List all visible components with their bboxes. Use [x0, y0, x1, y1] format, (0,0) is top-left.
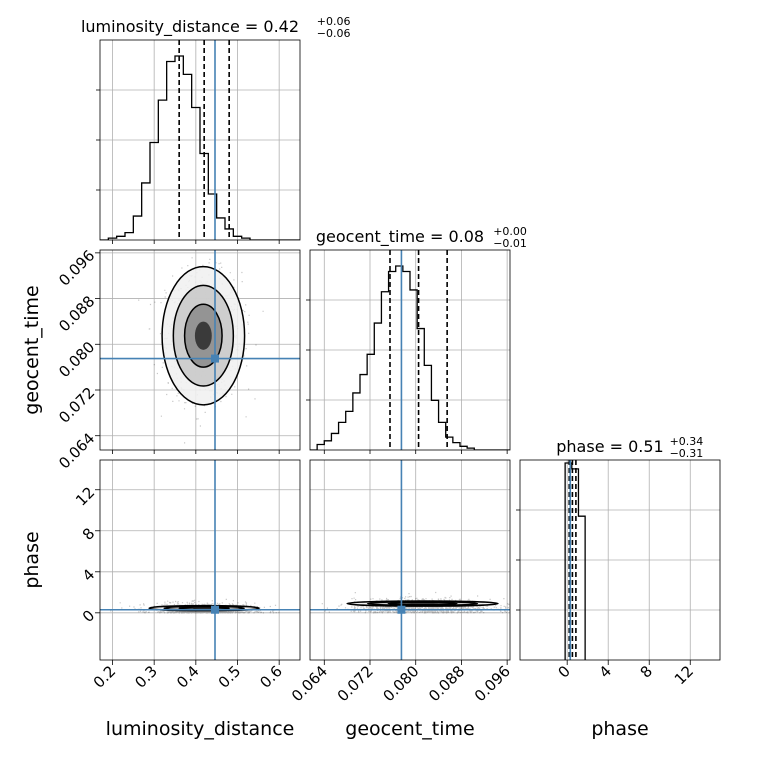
y-tick-label-geocent_time: 0.096 — [55, 246, 98, 289]
x-tick-label-phase: 4 — [596, 662, 615, 681]
density-level-3 — [192, 607, 216, 609]
y-tick-label-geocent_time: 0.080 — [55, 338, 98, 381]
title-main: phase = 0.51 — [556, 437, 663, 456]
y-tick-label-phase: 4 — [79, 565, 98, 584]
y-tick-label-geocent_time: 0.064 — [55, 429, 98, 472]
panel-frame — [519, 459, 721, 661]
panel-title-phase: phase = 0.51 — [556, 437, 663, 456]
y-tick-label-phase: 0 — [79, 606, 98, 625]
panel-2d-luminosity_distance-geocent_time — [99, 249, 301, 451]
y-tick-label-geocent_time: 0.072 — [55, 384, 98, 427]
panel-2d-luminosity_distance-phase — [99, 459, 301, 661]
histogram-geocent_time — [310, 265, 510, 450]
panel-frame — [309, 249, 511, 451]
panel-frame — [99, 249, 301, 451]
title-main: geocent_time = 0.08 — [316, 227, 484, 247]
y-tick-label-phase: 8 — [79, 524, 98, 543]
panel-title-geocent_time: geocent_time = 0.08 — [316, 227, 484, 247]
density-layer — [138, 257, 264, 444]
panel-frame — [99, 39, 301, 241]
contour-1 — [172, 284, 235, 387]
x-tick-label-phase: 12 — [671, 662, 697, 688]
x-tick-label-geocent_time: 0.088 — [425, 662, 468, 705]
panel-2d-geocent_time-phase — [309, 459, 511, 661]
panel-hist-luminosity_distance: luminosity_distance = 0.42 +0.06−0.06 — [81, 15, 351, 241]
x-tick-label-luminosity_distance: 0.3 — [131, 662, 161, 692]
title-minus: −0.06 — [317, 27, 351, 40]
panel-frame — [99, 459, 301, 661]
density-layer — [321, 591, 510, 614]
truth-marker — [211, 354, 219, 363]
contour-2 — [183, 303, 223, 368]
panel-frame — [309, 459, 511, 661]
title-plus: +0.00 — [493, 225, 527, 238]
x-tick-label-phase: 0 — [555, 662, 574, 681]
panel-hist-phase: phase = 0.51 +0.34−0.31 — [516, 435, 721, 661]
x-tick-label-geocent_time: 0.080 — [379, 662, 422, 705]
title-main: luminosity_distance = 0.42 — [81, 17, 299, 37]
y-tick-label-geocent_time: 0.088 — [55, 292, 98, 335]
x-tick-label-luminosity_distance: 0.4 — [173, 662, 203, 692]
x-tick-label-geocent_time: 0.096 — [471, 662, 514, 705]
x-axis-label-luminosity_distance: luminosity_distance — [106, 718, 295, 740]
title-plus: +0.06 — [317, 15, 351, 28]
density-level-3 — [407, 603, 439, 605]
title-minus: −0.31 — [670, 447, 704, 460]
x-tick-label-geocent_time: 0.064 — [288, 662, 331, 705]
x-tick-label-luminosity_distance: 0.2 — [90, 662, 120, 692]
density-level-3 — [194, 321, 212, 350]
y-axis-label-phase: phase — [21, 531, 43, 588]
truth-marker — [397, 605, 406, 614]
y-axis-label-geocent_time: geocent_time — [21, 285, 43, 414]
x-tick-label-phase: 8 — [637, 662, 656, 681]
x-tick-label-luminosity_distance: 0.5 — [215, 662, 245, 692]
y-tick-label-phase: 12 — [72, 483, 98, 509]
x-tick-label-geocent_time: 0.072 — [334, 662, 377, 705]
density-layer — [110, 598, 280, 614]
truth-marker — [211, 605, 219, 614]
contour-2 — [387, 601, 458, 606]
panel-hist-geocent_time: geocent_time = 0.08 +0.00−0.01 — [306, 225, 527, 451]
panel-title-luminosity_distance: luminosity_distance = 0.42 — [81, 17, 299, 37]
x-axis-label-geocent_time: geocent_time — [345, 718, 474, 740]
title-minus: −0.01 — [493, 237, 527, 250]
contour-0 — [161, 265, 246, 406]
x-axis-label-phase: phase — [591, 718, 648, 740]
title-plus: +0.34 — [670, 435, 704, 448]
x-tick-label-luminosity_distance: 0.6 — [256, 662, 286, 692]
histogram-luminosity_distance — [100, 55, 300, 240]
